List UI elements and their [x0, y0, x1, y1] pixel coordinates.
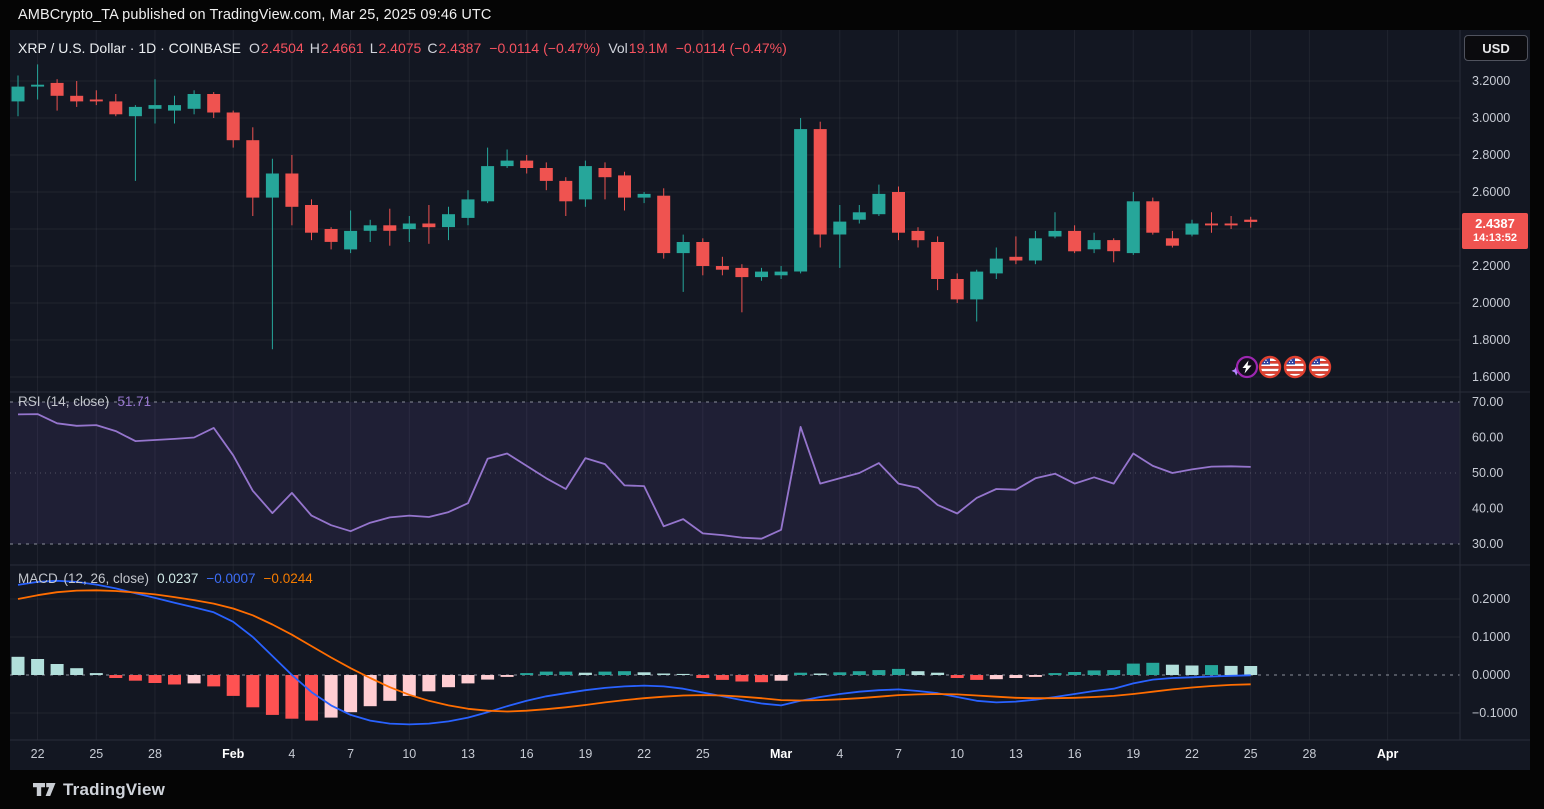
rsi-value: 51.71	[117, 394, 152, 409]
publication-text: AMBCrypto_TA published on TradingView.co…	[18, 7, 492, 23]
svg-text:25: 25	[696, 747, 710, 761]
svg-text:13: 13	[461, 747, 475, 761]
svg-text:70.00: 70.00	[1472, 395, 1503, 409]
symbol-title[interactable]: XRP / U.S. Dollar · 1D · COINBASE	[18, 40, 242, 56]
svg-text:0.2000: 0.2000	[1472, 592, 1510, 606]
ohlc-c: C 2.4387	[427, 40, 482, 56]
event-markers[interactable]	[1231, 353, 1334, 381]
svg-text:19: 19	[1126, 747, 1140, 761]
macd-hist-value: 0.0237	[157, 571, 199, 586]
volume-change-value: −0.0114 (−0.47%)	[675, 40, 787, 56]
lightning-event-icon[interactable]	[1231, 353, 1259, 381]
svg-text:2.8000: 2.8000	[1472, 148, 1510, 162]
svg-text:22: 22	[637, 747, 651, 761]
svg-text:16: 16	[520, 747, 534, 761]
svg-text:28: 28	[1302, 747, 1316, 761]
tradingview-logo-text: TradingView	[63, 779, 166, 799]
svg-text:19: 19	[578, 747, 592, 761]
last-price-badge: 2.4387 14:13:52	[1462, 213, 1528, 249]
macd-histogram	[11, 656, 1258, 721]
macd-legend[interactable]: MACD (12, 26, close) 0.0237 −0.0007 −0.0…	[18, 571, 313, 586]
svg-text:Mar: Mar	[770, 747, 792, 761]
svg-text:22: 22	[1185, 747, 1199, 761]
svg-text:2.6000: 2.6000	[1472, 185, 1510, 199]
volume-group: Vol 19.1M	[608, 40, 667, 56]
macd-name: MACD	[18, 571, 58, 586]
svg-text:2.0000: 2.0000	[1472, 296, 1510, 310]
us-flag-event-icon[interactable]	[1306, 353, 1334, 381]
rsi-name-group: RSI (14, close)	[18, 394, 109, 409]
macd-line-value: −0.0007	[206, 571, 256, 586]
svg-text:16: 16	[1068, 747, 1082, 761]
svg-text:1.6000: 1.6000	[1472, 370, 1510, 384]
rsi-line	[17, 413, 1251, 540]
svg-text:0.0000: 0.0000	[1472, 668, 1510, 682]
pane-separators[interactable]	[10, 30, 1530, 741]
svg-text:Apr: Apr	[1377, 747, 1399, 761]
svg-text:10: 10	[402, 747, 416, 761]
svg-text:28: 28	[148, 747, 162, 761]
rsi-band	[10, 402, 1460, 544]
svg-text:2.2000: 2.2000	[1472, 259, 1510, 273]
volume-value: 19.1M	[628, 40, 668, 56]
us-flag-event-icon[interactable]	[1281, 353, 1309, 381]
time-axis-labels[interactable]: 22 25 28 Feb 4 7 10 13 16 19 22 25 Mar 4 7 10 13 16 19 22 25…	[31, 747, 1399, 761]
rsi-params: (14, close)	[46, 394, 110, 409]
last-price: 2.4387	[1475, 216, 1515, 231]
rsi-legend[interactable]: RSI (14, close) 51.71	[18, 394, 151, 409]
svg-text:25: 25	[1244, 747, 1258, 761]
svg-text:0.1000: 0.1000	[1472, 630, 1510, 644]
svg-text:7: 7	[347, 747, 354, 761]
volume-label: Vol	[608, 40, 628, 56]
macd-signal-line	[17, 589, 1251, 713]
svg-text:13: 13	[1009, 747, 1023, 761]
svg-text:60.00: 60.00	[1472, 431, 1503, 445]
ohlc-l: L 2.4075	[369, 40, 422, 56]
svg-text:7: 7	[895, 747, 902, 761]
svg-text:−0.1000: −0.1000	[1472, 706, 1518, 720]
rsi-level-lines	[10, 401, 1460, 545]
publication-bar: AMBCrypto_TA published on TradingView.co…	[0, 0, 1544, 30]
svg-text:50.00: 50.00	[1472, 466, 1503, 480]
svg-text:3.2000: 3.2000	[1472, 74, 1510, 88]
rsi-name: RSI	[18, 394, 41, 409]
symbol-legend[interactable]: XRP / U.S. Dollar · 1D · COINBASE O 2.450…	[18, 40, 787, 56]
svg-text:4: 4	[836, 747, 843, 761]
macd-axis-labels[interactable]: 0.2000 0.1000 0.0000 −0.1000	[1472, 592, 1518, 720]
candlesticks	[11, 64, 1258, 350]
price-axis-labels[interactable]: 3.2000 3.0000 2.8000 2.6000 2.2000 2.0000 1.80…	[1472, 74, 1510, 384]
chart-canvas[interactable]: 3.2000 3.0000 2.8000 2.6000 2.2000 2.0000 1.80…	[10, 30, 1530, 770]
macd-name-group: MACD (12, 26, close)	[18, 571, 149, 586]
svg-text:25: 25	[89, 747, 103, 761]
svg-text:22: 22	[31, 747, 45, 761]
svg-text:4: 4	[288, 747, 295, 761]
footer-bar: TradingView	[0, 770, 1544, 809]
svg-text:Feb: Feb	[222, 747, 245, 761]
svg-text:10: 10	[950, 747, 964, 761]
svg-text:40.00: 40.00	[1472, 502, 1503, 516]
ohlc-o: O 2.4504	[249, 40, 304, 56]
candle-countdown: 14:13:52	[1472, 232, 1518, 245]
ohlc-h: H 2.4661	[309, 40, 364, 56]
macd-params: (12, 26, close)	[63, 571, 150, 586]
tradingview-logo-icon	[33, 782, 56, 796]
tradingview-logo[interactable]: TradingView	[33, 780, 165, 800]
macd-signal-value: −0.0244	[263, 571, 313, 586]
currency-toggle-button[interactable]: USD	[1464, 35, 1528, 61]
vertical-gridlines	[37, 30, 1389, 740]
ohlc-values: O 2.4504 H 2.4661 L 2.4075 C 2.4387	[249, 40, 481, 56]
svg-text:3.0000: 3.0000	[1472, 111, 1510, 125]
change-value: −0.0114 (−0.47%)	[489, 40, 601, 56]
svg-text:30.00: 30.00	[1472, 537, 1503, 551]
chart-root: 3.2000 3.0000 2.8000 2.6000 2.2000 2.0000 1.80…	[10, 30, 1530, 770]
svg-text:1.8000: 1.8000	[1472, 333, 1510, 347]
us-flag-event-icon[interactable]	[1256, 353, 1284, 381]
rsi-axis-labels[interactable]: 70.00 60.00 50.00 40.00 30.00	[1472, 395, 1503, 551]
